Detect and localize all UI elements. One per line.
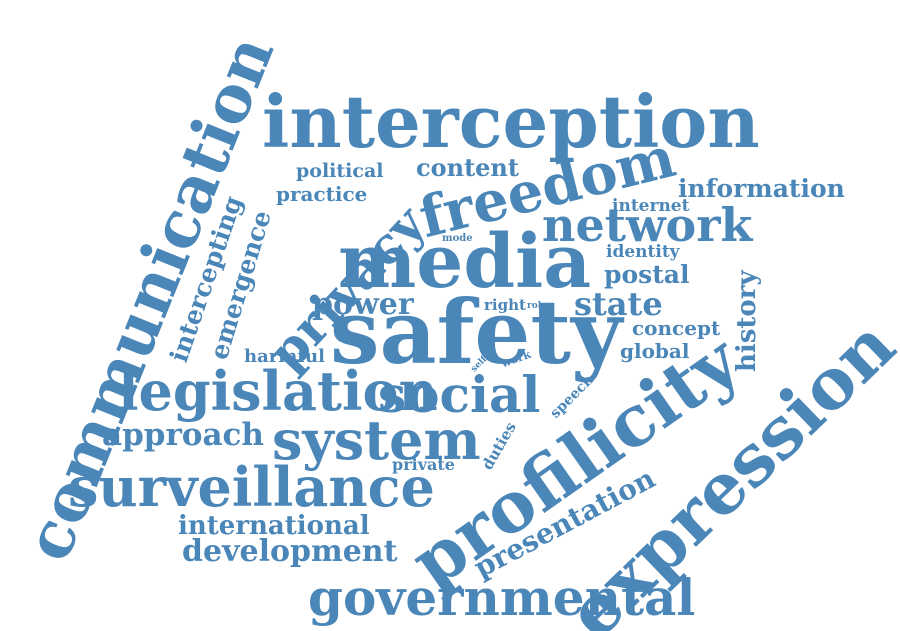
word-practice: practice — [276, 182, 368, 206]
word-content: content — [416, 153, 519, 182]
word-network: network — [542, 198, 753, 252]
word-safety: safety — [330, 280, 623, 384]
word-governmental: governmental — [308, 568, 696, 627]
word-power: power — [312, 287, 414, 322]
word-surveillance: surveillance — [68, 455, 435, 519]
word-state: state — [574, 285, 663, 323]
word-postal: postal — [604, 260, 690, 289]
word-history: history — [732, 270, 762, 372]
word-global: global — [620, 339, 690, 363]
word-political: political — [296, 160, 384, 182]
word-approach: approach — [102, 417, 264, 453]
word-private: private — [392, 455, 455, 474]
word-concept: concept — [632, 316, 721, 340]
word-development: development — [182, 534, 398, 569]
word-identity: identity — [606, 242, 680, 262]
word-media: media — [338, 219, 592, 305]
word-role: role — [527, 301, 547, 311]
word-internet: internet — [612, 196, 690, 216]
word-legislation: legislation — [118, 359, 438, 423]
word-mode: mode — [442, 233, 473, 244]
word-system: system — [272, 408, 481, 472]
word-international: international — [178, 511, 370, 541]
word-right: right — [484, 296, 526, 314]
word-interception: interception — [262, 79, 760, 164]
word-social: social — [378, 365, 541, 424]
word-harmful: harmful — [244, 346, 325, 367]
word-information: information — [678, 174, 845, 203]
